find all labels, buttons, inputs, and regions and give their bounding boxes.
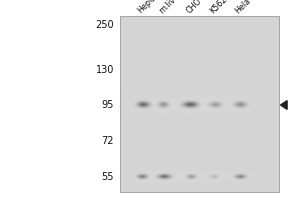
Text: HepG2: HepG2 (136, 0, 162, 15)
Text: 250: 250 (95, 20, 114, 30)
Bar (120, 16, 279, 192)
Polygon shape (280, 101, 287, 109)
Text: K562: K562 (208, 0, 229, 15)
Text: 130: 130 (96, 65, 114, 75)
Text: CHO: CHO (184, 0, 203, 15)
Text: Hela: Hela (234, 0, 253, 15)
Text: 72: 72 (101, 136, 114, 146)
Text: 55: 55 (101, 172, 114, 182)
Text: 95: 95 (102, 100, 114, 110)
Text: m.liver: m.liver (157, 0, 183, 15)
